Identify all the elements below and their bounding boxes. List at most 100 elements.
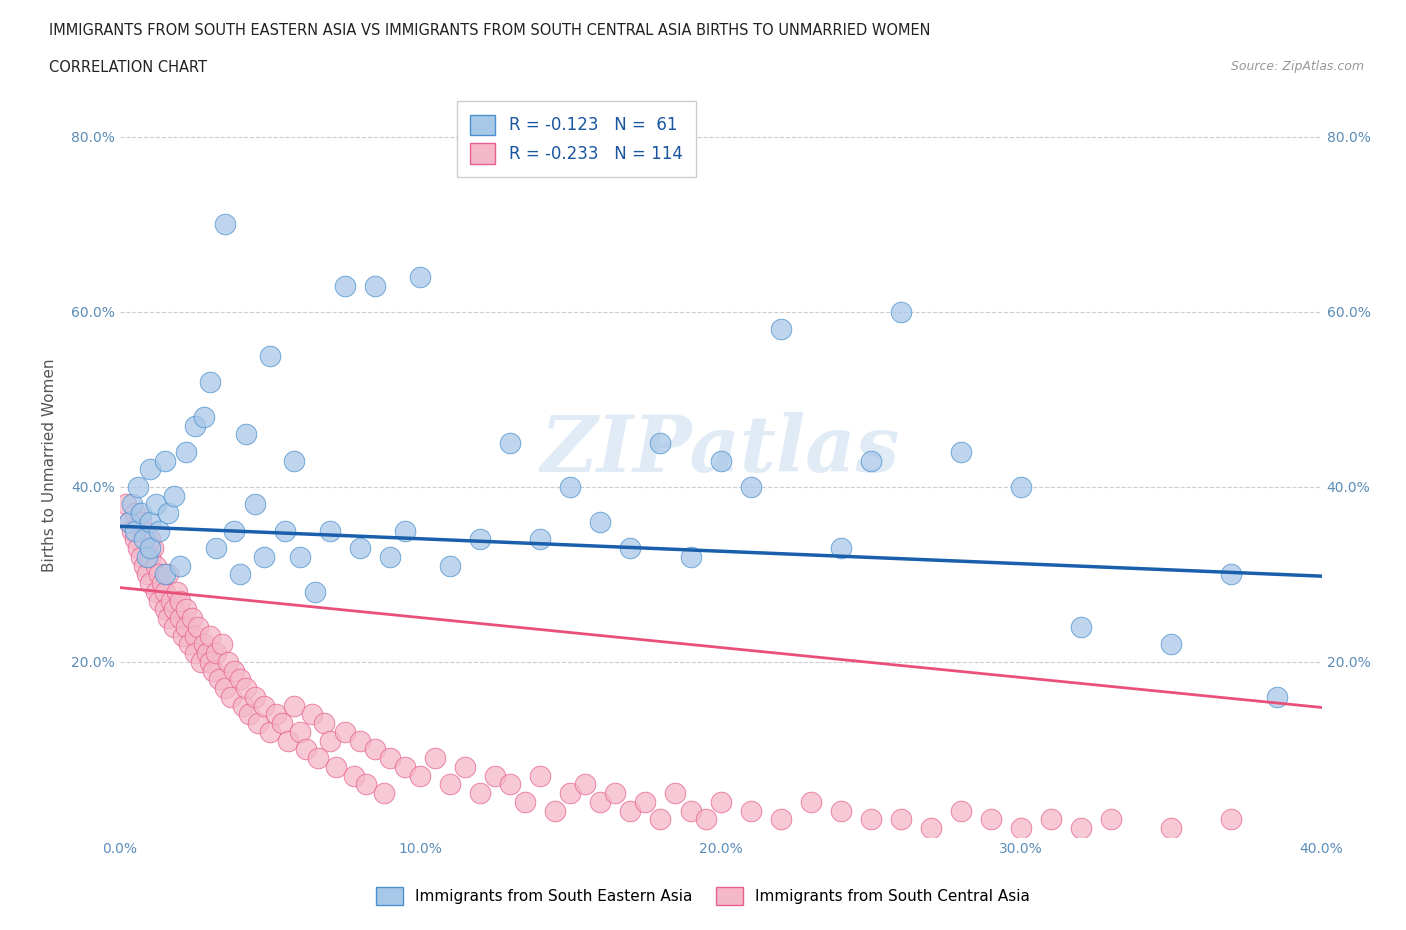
Point xyxy=(634,794,657,809)
Point xyxy=(304,584,326,599)
Point xyxy=(145,497,167,512)
Point xyxy=(135,567,157,582)
Point xyxy=(187,619,209,634)
Point xyxy=(222,524,245,538)
Point xyxy=(740,804,762,818)
Point xyxy=(132,524,155,538)
Point xyxy=(619,540,641,555)
Point xyxy=(349,733,371,748)
Point xyxy=(890,304,912,319)
Point xyxy=(222,663,245,678)
Text: ZIPatlas: ZIPatlas xyxy=(541,412,900,488)
Point xyxy=(283,453,305,468)
Point xyxy=(709,453,731,468)
Point xyxy=(740,480,762,495)
Point xyxy=(664,786,686,801)
Point xyxy=(228,567,252,582)
Point xyxy=(204,645,226,660)
Point xyxy=(319,733,342,748)
Point xyxy=(174,445,197,459)
Point xyxy=(174,602,197,617)
Point xyxy=(1070,619,1092,634)
Point xyxy=(333,278,356,293)
Point xyxy=(253,698,276,713)
Point xyxy=(243,497,266,512)
Point xyxy=(499,777,522,792)
Point xyxy=(950,804,973,818)
Point xyxy=(162,602,184,617)
Point xyxy=(484,768,506,783)
Point xyxy=(132,558,155,573)
Point xyxy=(124,524,146,538)
Point xyxy=(307,751,329,765)
Point xyxy=(529,532,551,547)
Legend: R = -0.123   N =  61, R = -0.233   N = 114: R = -0.123 N = 61, R = -0.233 N = 114 xyxy=(457,101,696,177)
Point xyxy=(214,217,236,232)
Point xyxy=(127,540,149,555)
Point xyxy=(1010,480,1032,495)
Point xyxy=(235,681,257,696)
Point xyxy=(830,540,852,555)
Point xyxy=(201,663,224,678)
Point xyxy=(800,794,823,809)
Point xyxy=(138,576,160,591)
Point xyxy=(950,445,973,459)
Point xyxy=(177,637,200,652)
Point xyxy=(121,524,143,538)
Point xyxy=(270,716,292,731)
Point xyxy=(439,558,461,573)
Point xyxy=(373,786,395,801)
Point xyxy=(301,707,323,722)
Point xyxy=(208,672,231,687)
Point xyxy=(468,532,492,547)
Point xyxy=(253,550,276,565)
Point xyxy=(193,637,215,652)
Point xyxy=(169,558,191,573)
Point xyxy=(920,821,942,836)
Point xyxy=(145,584,167,599)
Point xyxy=(409,270,432,285)
Point xyxy=(129,550,152,565)
Point xyxy=(174,619,197,634)
Point xyxy=(138,514,160,529)
Point xyxy=(124,532,146,547)
Point xyxy=(145,558,167,573)
Point xyxy=(190,655,212,670)
Point xyxy=(1220,812,1243,827)
Point xyxy=(211,637,233,652)
Point xyxy=(439,777,461,792)
Point xyxy=(153,567,176,582)
Text: CORRELATION CHART: CORRELATION CHART xyxy=(49,60,207,75)
Point xyxy=(138,550,160,565)
Point xyxy=(228,672,252,687)
Point xyxy=(183,645,205,660)
Point xyxy=(195,645,218,660)
Point xyxy=(117,514,139,529)
Point xyxy=(1040,812,1063,827)
Point xyxy=(1099,812,1122,827)
Point xyxy=(217,655,239,670)
Point xyxy=(274,524,297,538)
Point xyxy=(679,550,702,565)
Point xyxy=(204,540,226,555)
Point xyxy=(1010,821,1032,836)
Point xyxy=(319,524,342,538)
Point xyxy=(709,794,731,809)
Y-axis label: Births to Unmarried Women: Births to Unmarried Women xyxy=(42,358,56,572)
Point xyxy=(378,751,401,765)
Point xyxy=(349,540,371,555)
Point xyxy=(695,812,717,827)
Point xyxy=(148,524,170,538)
Point xyxy=(138,532,160,547)
Point xyxy=(679,804,702,818)
Point xyxy=(114,497,136,512)
Point xyxy=(859,812,882,827)
Point xyxy=(354,777,377,792)
Point xyxy=(246,716,269,731)
Point xyxy=(544,804,567,818)
Point xyxy=(235,427,257,442)
Point xyxy=(264,707,287,722)
Point xyxy=(1160,637,1182,652)
Point xyxy=(156,506,179,521)
Point xyxy=(238,707,260,722)
